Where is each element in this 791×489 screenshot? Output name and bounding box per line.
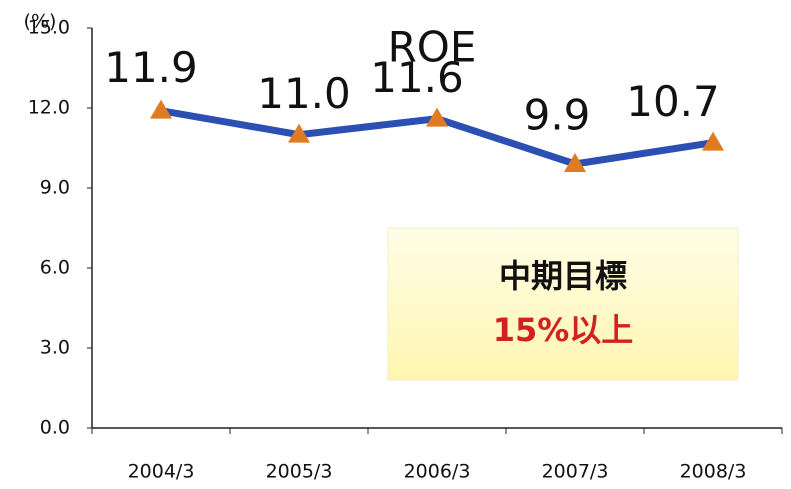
data-label: 11.6 (370, 53, 464, 102)
y-tick-label: 6.0 (40, 257, 70, 279)
marker (564, 153, 586, 172)
x-tick-label: 2004/3 (128, 461, 195, 483)
data-label: 11.9 (104, 43, 198, 92)
y-tick-label: 15.0 (28, 17, 70, 39)
chart-title: ROE (388, 23, 477, 72)
y-tick-label: 9.0 (40, 177, 70, 199)
y-tick-label: 0.0 (40, 417, 70, 439)
x-tick-label: 2007/3 (542, 461, 609, 483)
marker (150, 99, 172, 119)
marker (702, 131, 724, 151)
x-tick-label: 2005/3 (266, 461, 333, 483)
annotation-title: 中期目標 (499, 257, 627, 295)
annotation-text: 15%以上 (493, 311, 634, 349)
data-label: 9.9 (524, 91, 591, 140)
annotation-box (387, 227, 739, 381)
data-label: 10.7 (626, 77, 720, 126)
data-label: 11.0 (257, 69, 351, 118)
y-tick-label: 12.0 (28, 97, 70, 119)
y-tick-label: 3.0 (40, 337, 70, 359)
x-tick-label: 2008/3 (680, 461, 747, 483)
marker (426, 107, 448, 127)
x-tick-label: 2006/3 (404, 461, 471, 483)
y-axis-label: (%) (24, 11, 57, 33)
marker (288, 123, 310, 143)
